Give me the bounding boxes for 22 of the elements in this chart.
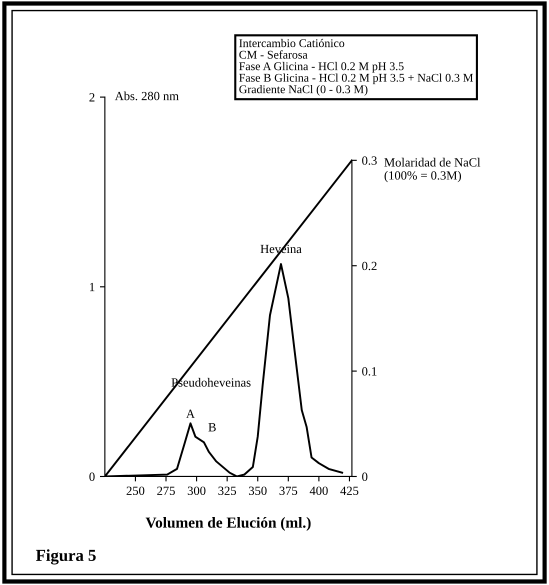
x-tick-label: 400 [310, 486, 328, 495]
annotation: A [186, 410, 195, 418]
y2-axis-title: Molaridad de NaCl (100% = 0.3M) [384, 158, 480, 182]
y-tick-label: 2 [89, 93, 94, 102]
y2-tick-label: 0.3 [362, 156, 377, 165]
y2-tick-label: 0.2 [362, 262, 377, 270]
y-tick-label: 1 [90, 282, 94, 292]
y2-tick-label: 0.1 [362, 367, 377, 376]
x-tick-label: 275 [157, 486, 175, 495]
y-tick-label: 0 [89, 472, 95, 481]
x-tick-label: 425 [340, 486, 358, 495]
x-tick-label: 250 [126, 486, 144, 495]
x-tick-label: 350 [248, 486, 267, 495]
x-tick-label: 325 [218, 486, 236, 495]
annotation: B [208, 423, 216, 432]
x-tick-label: 300 [188, 486, 206, 495]
x-axis-title: Volumen de Elución (ml.) [146, 516, 311, 531]
x-tick-label: 375 [280, 486, 298, 495]
text: Intercambio Catiónico CM - Sefarosa Fase A Glicina - HCl 0.2 M pH 3.5 Fase B Glicina - HCl 0.2 M pH 3.5 + NaCl 0.3 M Gradiente NaCl (0 - 0.3 M) [239, 38, 474, 96]
y-axis-title: Abs. 280 nm [114, 91, 179, 100]
text: Figura 5 [36, 549, 96, 565]
y2-tick-label: 0 [362, 472, 368, 481]
